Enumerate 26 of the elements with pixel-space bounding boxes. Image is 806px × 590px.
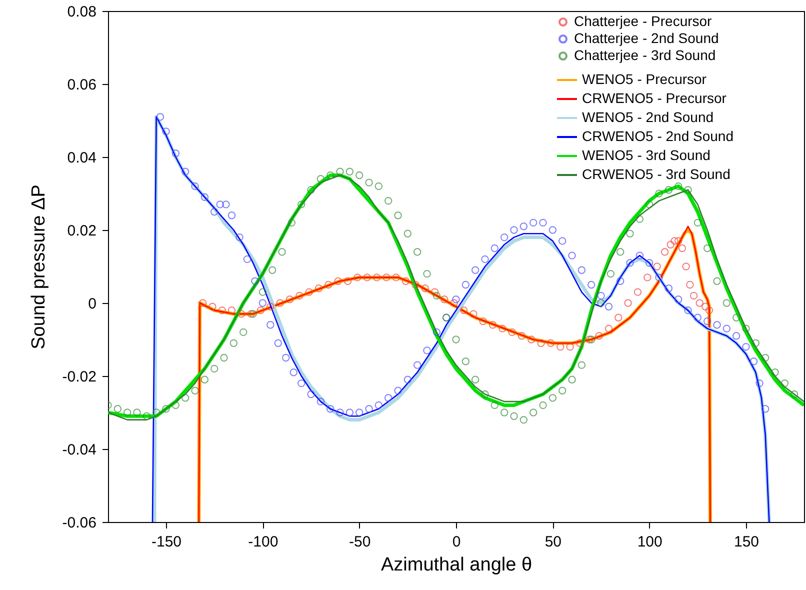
legend-label: Chatterjee - Precursor [574,13,712,29]
y-tick-label: -0.04 [62,442,96,458]
y-tick-label: 0.04 [67,150,96,166]
x-tick-label: 100 [637,534,662,550]
legend-label: CRWENO5 - 2nd Sound [582,128,734,144]
y-tick-label: 0.06 [67,76,96,94]
legend-label: WENO5 - Precursor [582,71,707,87]
x-tick-label: 50 [544,534,562,550]
y-tick-label: 0.02 [67,222,96,240]
y-tick-label: -0.02 [62,368,96,386]
legend-label: CRWENO5 - 3rd Sound [582,166,730,182]
x-axis-title: Azimuthal angle θ [380,554,532,576]
legend-label: Chatterjee - 2nd Sound [574,30,719,46]
y-axis-title: Sound pressure ΔP [28,184,50,350]
y-tick-label: 0 [88,296,96,312]
x-tick-label: -100 [248,534,278,550]
x-tick-label: -50 [348,534,371,550]
legend-label: CRWENO5 - Precursor [582,90,727,106]
legend-label: Chatterjee - 3rd Sound [574,47,716,63]
y-tick-label: 0.08 [67,4,96,20]
x-tick-label: -150 [151,534,182,550]
legend-label: WENO5 - 2nd Sound [582,109,714,125]
y-tick-label: -0.06 [62,514,96,532]
x-tick-label: 150 [734,534,760,550]
x-tick-label: 0 [452,534,461,550]
legend-label: WENO5 - 3rd Sound [582,147,710,163]
